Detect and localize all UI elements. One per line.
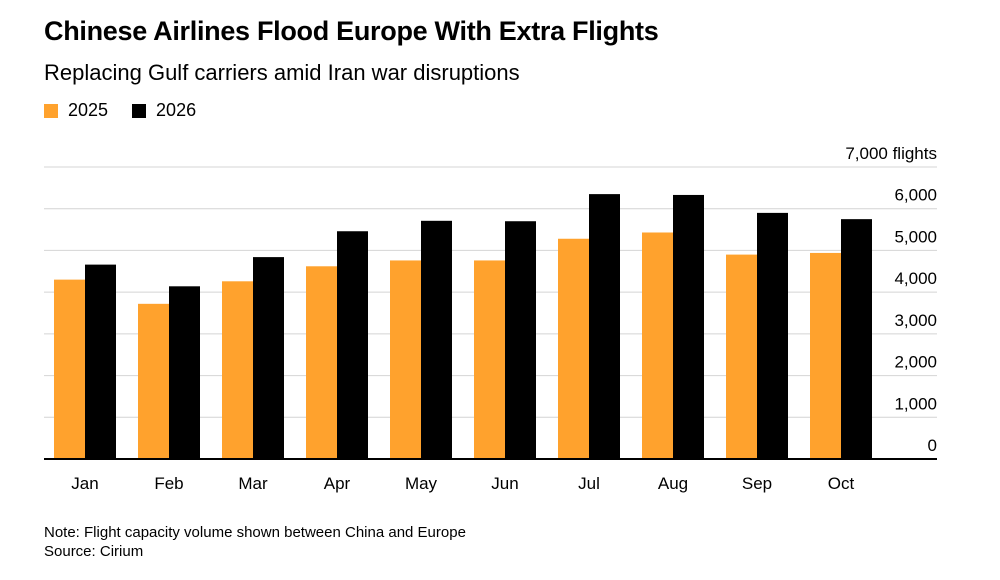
bar-2025: [726, 254, 757, 459]
y-tick-label: 1,000: [894, 394, 937, 413]
x-tick-label: Feb: [154, 474, 183, 493]
x-tick-label: Jun: [491, 474, 518, 493]
y-tick-label: 5,000: [894, 227, 937, 246]
legend: 2025 2026: [44, 100, 220, 121]
x-tick-label: Apr: [324, 474, 351, 493]
x-tick-label: Sep: [742, 474, 772, 493]
y-tick-label: 2,000: [894, 353, 937, 372]
x-tick-label: May: [405, 474, 438, 493]
bar-2025: [222, 281, 253, 459]
y-tick-label: 3,000: [894, 311, 937, 330]
legend-label-2025: 2025: [68, 100, 109, 120]
chart-title: Chinese Airlines Flood Europe With Extra…: [44, 16, 659, 46]
chart-subtitle: Replacing Gulf carriers amid Iran war di…: [44, 60, 520, 85]
y-tick-label: 7,000 flights: [845, 144, 937, 163]
x-tick-label: Jan: [71, 474, 98, 493]
bar-2026: [505, 221, 536, 459]
bar-2026: [337, 231, 368, 459]
source-text: Source: Cirium: [44, 543, 144, 560]
legend-swatch-2026: [132, 103, 147, 118]
bar-2025: [474, 260, 505, 459]
legend-item-2025: 2025: [44, 100, 108, 121]
bar-2025: [390, 260, 421, 459]
bar-2025: [810, 252, 841, 459]
footnote: Note: Flight capacity volume shown betwe…: [44, 523, 466, 561]
bar-2025: [642, 232, 673, 459]
bar-2026: [589, 194, 620, 459]
bar-2026: [169, 286, 200, 459]
x-tick-label: Aug: [658, 474, 688, 493]
x-tick-label: Oct: [828, 474, 855, 493]
bar-2026: [841, 219, 872, 459]
bar-2026: [253, 257, 284, 459]
bar-chart: 0 1,000 2,000 3,000 4,000 5,000 6,000 7,000 fli…: [44, 144, 937, 493]
bar-2025: [306, 266, 337, 459]
x-tick-label: Jul: [578, 474, 600, 493]
x-tick-label: Mar: [238, 474, 268, 493]
y-tick-label: 0: [928, 436, 937, 455]
bar-2026: [757, 212, 788, 459]
bar-2025: [558, 238, 589, 459]
y-tick-label: 4,000: [894, 269, 937, 288]
bar-2025: [138, 303, 169, 459]
legend-label-2026: 2026: [156, 100, 197, 120]
note-text: Note: Flight capacity volume shown betwe…: [44, 524, 466, 541]
bar-2026: [421, 220, 452, 459]
legend-swatch-2025: [44, 103, 58, 118]
bar-2026: [85, 264, 116, 459]
y-tick-label: 6,000: [894, 186, 937, 205]
bar-2026: [673, 194, 704, 459]
legend-item-2026: 2026: [132, 100, 196, 121]
bar-2025: [54, 279, 85, 459]
